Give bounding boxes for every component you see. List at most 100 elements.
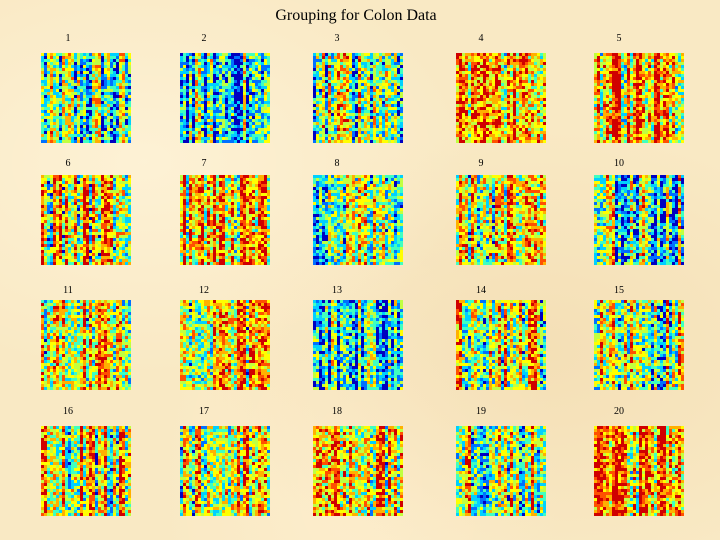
heatmap-cell: [654, 74, 658, 78]
heatmap-cell: [125, 65, 129, 69]
heatmap-cell: [666, 134, 670, 138]
heatmap-cell: [334, 68, 338, 72]
heatmap-cell: [319, 119, 323, 123]
heatmap-cell: [636, 104, 640, 108]
heatmap-cell: [522, 95, 526, 99]
heatmap-cell: [525, 134, 529, 138]
heatmap-cell: [528, 95, 532, 99]
heatmap-cell: [104, 56, 108, 60]
heatmap-cell: [243, 53, 247, 57]
heatmap-cell: [459, 62, 463, 66]
heatmap-cell: [370, 77, 374, 81]
heatmap-cell: [370, 131, 374, 135]
heatmap-cell: [594, 65, 598, 69]
heatmap-cell: [116, 92, 120, 96]
heatmap-cell: [41, 56, 45, 60]
heatmap-cell: [376, 65, 380, 69]
heatmap-cell: [325, 113, 329, 117]
heatmap-cell: [666, 65, 670, 69]
heatmap-cell: [603, 92, 607, 96]
heatmap-cell: [180, 56, 184, 60]
heatmap-cell: [44, 256, 48, 260]
heatmap-cell: [615, 131, 619, 135]
heatmap-cell: [83, 71, 87, 75]
heatmap-cell: [195, 74, 199, 78]
heatmap-cell: [465, 65, 469, 69]
heatmap-cell: [531, 59, 535, 63]
heatmap-cell: [71, 86, 75, 90]
heatmap-cell: [681, 89, 684, 93]
heatmap-cell: [507, 53, 511, 57]
heatmap-cell: [225, 134, 229, 138]
heatmap-cell: [68, 259, 72, 263]
heatmap-cell: [225, 128, 229, 132]
heatmap-cell: [252, 107, 256, 111]
heatmap-cell: [47, 208, 51, 212]
heatmap-cell: [65, 193, 69, 197]
heatmap-cell: [98, 83, 102, 87]
heatmap-cell: [234, 98, 238, 102]
heatmap-cell: [645, 59, 649, 63]
heatmap-cell: [516, 56, 520, 60]
heatmap-cell: [600, 107, 604, 111]
heatmap-cell: [597, 98, 601, 102]
heatmap-cell: [358, 62, 362, 66]
heatmap-cell: [621, 128, 625, 132]
heatmap-cell: [47, 178, 51, 182]
heatmap-cell: [609, 140, 613, 143]
heatmap-cell: [41, 259, 45, 263]
heatmap-cell: [486, 122, 490, 126]
heatmap-cell: [41, 119, 45, 123]
heatmap-cell: [74, 190, 78, 194]
heatmap-cell: [240, 62, 244, 66]
heatmap-cell: [44, 116, 48, 120]
heatmap-cell: [504, 101, 508, 105]
heatmap-cell: [331, 53, 335, 57]
heatmap-cell: [471, 65, 475, 69]
heatmap-cell: [373, 71, 377, 75]
heatmap-cell: [618, 110, 622, 114]
heatmap-cell: [237, 59, 241, 63]
heatmap-cell: [543, 107, 546, 111]
heatmap-cell: [68, 256, 72, 260]
heatmap-cell: [367, 86, 371, 90]
heatmap-cell: [74, 220, 78, 224]
heatmap-cell: [50, 208, 54, 212]
heatmap-cell: [465, 131, 469, 135]
heatmap-cell: [624, 131, 628, 135]
heatmap-cell: [489, 119, 493, 123]
heatmap-cell: [183, 80, 187, 84]
heatmap-cell: [534, 83, 538, 87]
heatmap-cell: [110, 68, 114, 72]
heatmap-cell: [471, 125, 475, 129]
heatmap-cell: [77, 238, 81, 242]
heatmap-cell: [50, 107, 54, 111]
heatmap-cell: [397, 77, 401, 81]
panel-label: 6: [65, 158, 71, 169]
heatmap-cell: [86, 226, 90, 230]
heatmap-cell: [603, 74, 607, 78]
heatmap-cell: [80, 196, 84, 200]
heatmap-cell: [400, 74, 403, 78]
heatmap-cell: [358, 140, 362, 143]
heatmap-cell: [125, 119, 129, 123]
heatmap-cell: [376, 104, 380, 108]
heatmap-cell: [240, 95, 244, 99]
heatmap-cell: [128, 53, 131, 57]
heatmap-cell: [104, 134, 108, 138]
heatmap-cell: [618, 65, 622, 69]
heatmap-cell: [86, 250, 90, 254]
heatmap-cell: [180, 65, 184, 69]
heatmap-cell: [394, 86, 398, 90]
heatmap-cell: [183, 59, 187, 63]
heatmap-cell: [113, 128, 117, 132]
heatmap-cell: [255, 137, 259, 141]
heatmap-cell: [516, 95, 520, 99]
heatmap-cell: [660, 86, 664, 90]
heatmap-cell: [337, 119, 341, 123]
heatmap-cell: [267, 53, 270, 57]
heatmap-cell: [486, 119, 490, 123]
heatmap-cell: [459, 92, 463, 96]
heatmap-cell: [678, 101, 682, 105]
heatmap-cell: [258, 137, 262, 141]
